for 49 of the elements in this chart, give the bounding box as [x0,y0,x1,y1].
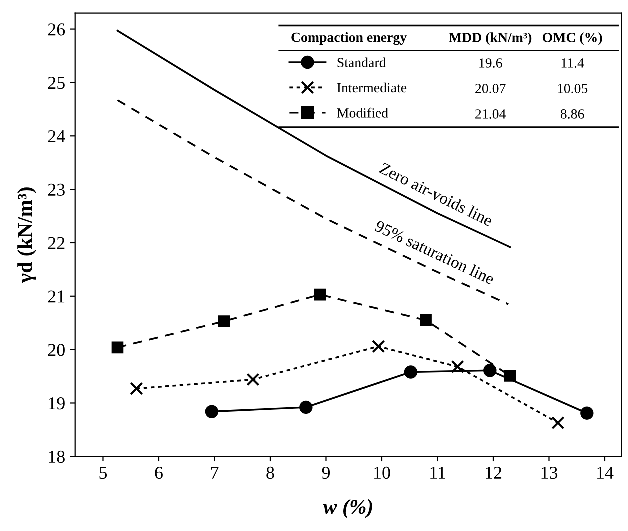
x-axis-title: w (%) [323,499,372,518]
annotation: OMC (%) [542,32,602,46]
x-tick-label: 9 [322,466,330,480]
y-axis-title: γd (kN/m³) [18,188,36,284]
x-tick-label: 10 [374,466,390,480]
point [552,416,565,430]
y-tick-label: 22 [48,237,65,250]
y-tick-label: 20 [48,344,65,356]
x-tick-label: 7 [211,467,219,479]
point [484,364,497,378]
point [218,316,230,328]
x-tick-label: 12 [486,466,502,479]
annotation: 8.86 [560,110,584,119]
x-tick-label: 14 [598,466,614,479]
x-tick-label: 5 [100,467,108,480]
legend-title: Compaction energy [292,32,407,46]
point [420,314,432,326]
point [451,360,464,374]
point [205,405,219,418]
point [112,342,124,354]
x-tick-label: 8 [266,466,274,480]
point [504,370,516,382]
annotation: 10.05 [558,84,588,94]
annotation: 21.04 [476,110,506,119]
x-tick-label: 11 [430,466,446,479]
legend-label: Standard [338,58,386,68]
annotation: 19.6 [480,58,502,68]
point [404,366,418,379]
y-tick-label: 26 [48,24,66,36]
legend-label: Intermediate [337,82,407,93]
y-tick-label: 23 [48,184,65,196]
y-tick-label: 24 [48,130,66,142]
point [372,340,386,354]
y-tick-label: 18 [49,450,65,464]
point [130,382,144,396]
annotation: MDD (kN/m³) [449,32,532,46]
x-tick-label: 13 [542,466,558,480]
point [580,406,594,420]
line-series [116,99,510,306]
y-tick-label: 19 [49,398,65,410]
annotation: 20.07 [476,84,506,94]
point [300,400,313,414]
legend-label: Modified [337,108,388,118]
y-tick-label: 21 [48,290,65,303]
point [246,373,260,386]
x-tick-label: 6 [155,466,163,480]
annotation: 11.4 [562,58,584,68]
y-tick-label: 25 [48,77,65,90]
point [314,288,326,301]
